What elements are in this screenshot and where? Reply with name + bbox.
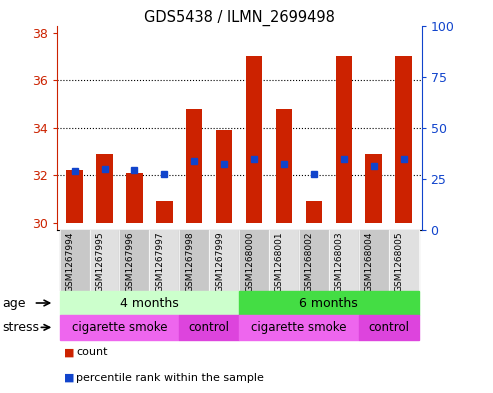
Bar <box>216 130 232 223</box>
Bar <box>126 173 142 223</box>
Bar <box>209 230 239 291</box>
Text: GSM1268000: GSM1268000 <box>245 232 254 292</box>
Bar <box>156 201 173 223</box>
Bar <box>179 230 209 291</box>
Bar <box>359 230 388 291</box>
Bar <box>96 154 113 223</box>
Bar <box>306 201 322 223</box>
Bar <box>276 109 292 223</box>
Text: ■: ■ <box>64 373 74 383</box>
Bar <box>239 315 359 340</box>
Bar <box>60 291 239 315</box>
Text: GDS5438 / ILMN_2699498: GDS5438 / ILMN_2699498 <box>143 10 335 26</box>
Bar <box>90 230 119 291</box>
Bar <box>179 315 239 340</box>
Text: GSM1268005: GSM1268005 <box>394 232 404 292</box>
Text: GSM1267999: GSM1267999 <box>215 232 224 292</box>
Bar <box>60 315 179 340</box>
Bar <box>365 154 382 223</box>
Text: GSM1267995: GSM1267995 <box>96 232 105 292</box>
Text: GSM1267997: GSM1267997 <box>155 232 164 292</box>
Text: GSM1267998: GSM1267998 <box>185 232 194 292</box>
Text: cigarette smoke: cigarette smoke <box>251 321 347 334</box>
Text: 6 months: 6 months <box>299 296 358 310</box>
Text: GSM1267996: GSM1267996 <box>125 232 135 292</box>
Bar <box>388 230 419 291</box>
Bar <box>359 315 419 340</box>
Bar <box>336 57 352 223</box>
Text: GSM1268003: GSM1268003 <box>335 232 344 292</box>
Bar <box>246 57 262 223</box>
Bar <box>239 230 269 291</box>
Bar <box>269 230 299 291</box>
Text: stress: stress <box>2 321 39 334</box>
Text: ■: ■ <box>64 347 74 357</box>
Bar <box>239 291 419 315</box>
Bar <box>67 171 83 223</box>
Bar <box>149 230 179 291</box>
Text: GSM1268004: GSM1268004 <box>365 232 374 292</box>
Text: GSM1268001: GSM1268001 <box>275 232 284 292</box>
Text: percentile rank within the sample: percentile rank within the sample <box>76 373 264 383</box>
Text: age: age <box>2 296 26 310</box>
Bar <box>395 57 412 223</box>
Text: GSM1267994: GSM1267994 <box>66 232 74 292</box>
Bar <box>329 230 359 291</box>
Text: control: control <box>189 321 230 334</box>
Bar <box>299 230 329 291</box>
Text: 4 months: 4 months <box>120 296 179 310</box>
Text: GSM1268002: GSM1268002 <box>305 232 314 292</box>
Text: count: count <box>76 347 108 357</box>
Text: cigarette smoke: cigarette smoke <box>72 321 167 334</box>
Bar <box>186 109 203 223</box>
Text: control: control <box>368 321 409 334</box>
Bar <box>119 230 149 291</box>
Bar <box>60 230 90 291</box>
